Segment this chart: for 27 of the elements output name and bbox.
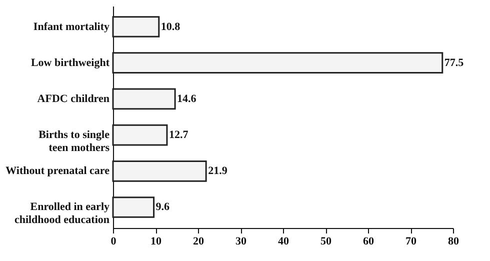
y-tick-label: Without prenatal care [6,165,110,178]
x-tick-label: 40 [278,236,290,248]
x-tick-label: 0 [110,236,117,248]
y-tick-label: Low birthweight [30,56,110,69]
x-tick-label: 80 [448,236,460,248]
x-tick-label: 30 [236,236,247,248]
x-tick-label: 70 [406,236,417,248]
x-tick-label: 60 [363,236,374,248]
data-label: 9.6 [156,201,170,214]
data-label: 12.7 [168,129,189,142]
x-tick-label: 20 [193,236,204,248]
data-label: 21.9 [208,165,228,178]
y-tick-label: Births to single teen mothers [38,129,110,154]
data-label: 14.6 [177,92,197,105]
y-tick-label: Infant mortality [33,20,110,33]
bar [112,88,176,110]
x-tick-label: 10 [150,236,162,248]
bar [112,124,168,146]
data-label: 10.8 [160,20,181,33]
y-tick-label: Enrolled in early childhood education [14,201,110,226]
bar [112,160,207,182]
bar [112,16,160,38]
bar [112,196,155,218]
y-tick-label: AFDC children [37,92,110,105]
data-label: 77.5 [444,56,464,69]
bar [112,52,444,74]
x-tick-label: 50 [320,236,332,248]
